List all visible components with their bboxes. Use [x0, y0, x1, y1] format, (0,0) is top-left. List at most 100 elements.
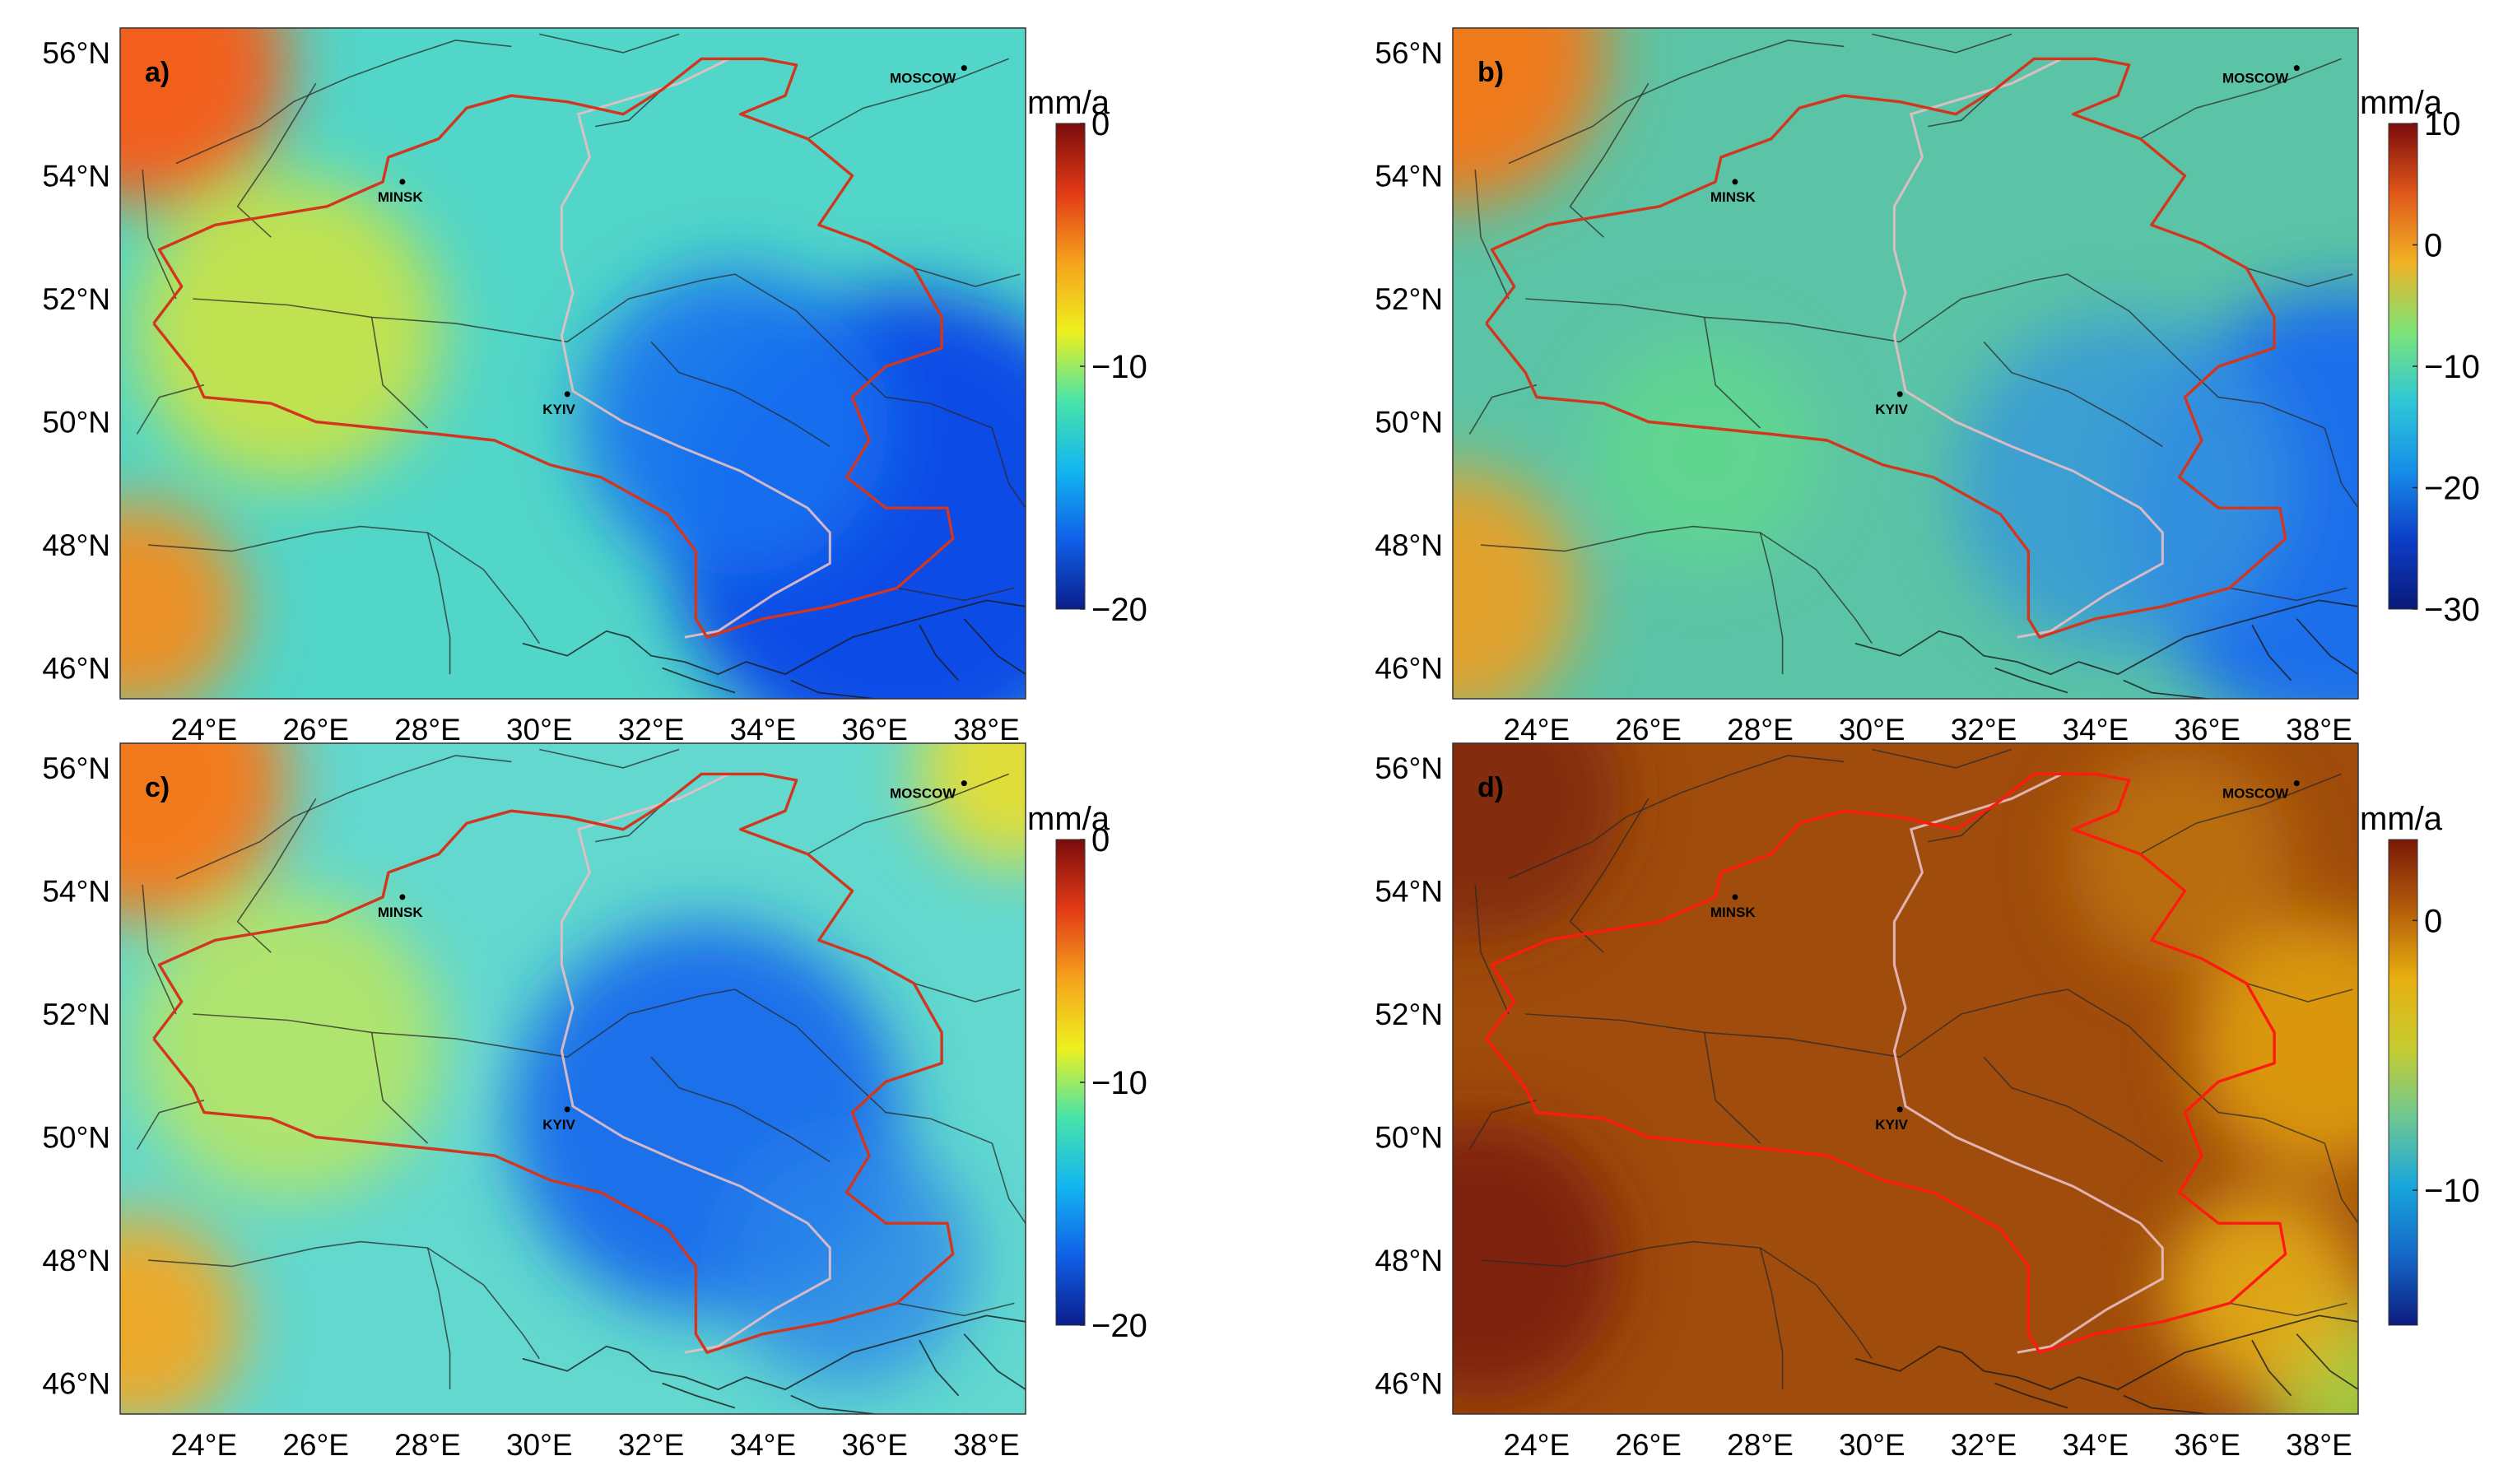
x-tick-label: 28°E: [394, 713, 461, 747]
x-tick-label: 36°E: [841, 1428, 908, 1462]
basin-boundary: [152, 57, 955, 639]
x-tick-label: 34°E: [730, 713, 797, 747]
city-marker: [564, 391, 570, 398]
colorbar-unit: mm/a: [2360, 85, 2443, 121]
panel-label: b): [1477, 57, 1504, 88]
panel-label: a): [145, 57, 170, 88]
coastline: [919, 1339, 960, 1397]
country-border: [991, 427, 1026, 509]
x-tick-label: 28°E: [1727, 713, 1794, 747]
city-label: MOSCOW: [2222, 786, 2289, 802]
country-border: [2245, 982, 2353, 1003]
basin-boundary: [152, 772, 955, 1354]
x-tick-label: 32°E: [1951, 1428, 2017, 1462]
city-label: KYIV: [1875, 1117, 1908, 1133]
panel-label: c): [145, 772, 170, 803]
y-tick-label: 46°N: [1375, 652, 1443, 686]
coastline: [2296, 618, 2358, 675]
y-tick-label: 56°N: [1375, 36, 1443, 70]
city-marker: [1732, 894, 1738, 900]
city-label: MOSCOW: [890, 71, 956, 86]
city-marker: [2293, 65, 2300, 72]
x-tick-label: 34°E: [730, 1428, 797, 1462]
colorbar-unit: mm/a: [1027, 801, 1110, 837]
x-tick-label: 36°E: [2174, 1428, 2240, 1462]
country-border: [193, 273, 736, 343]
coastline: [662, 667, 736, 694]
city-marker: [1896, 1106, 1903, 1113]
country-border: [147, 525, 540, 644]
y-tick-label: 48°N: [1375, 528, 1443, 562]
country-border: [2324, 427, 2358, 509]
colorbar-tick-label: −20: [1091, 1308, 1147, 1344]
y-tick-label: 54°N: [42, 874, 110, 908]
y-tick-label: 48°N: [42, 1244, 110, 1277]
x-tick-label: 38°E: [2286, 1428, 2352, 1462]
colorbar: mm/a0 −10 −20: [1027, 85, 1147, 628]
country-border: [1872, 33, 2012, 53]
country-border: [1468, 384, 1538, 435]
colorbar-tick-label: −10: [1091, 1065, 1147, 1101]
country-border: [370, 317, 429, 429]
y-tick-label: 54°N: [42, 159, 110, 193]
colorbar: mm/a 0 −10: [2360, 801, 2480, 1326]
river-line: [1892, 58, 2164, 639]
colorbar-tick-label: 10: [2424, 106, 2461, 142]
coastline: [522, 1314, 1026, 1391]
city-label: MINSK: [378, 905, 424, 920]
y-tick-label: 54°N: [1375, 159, 1443, 193]
x-tick-label: 30°E: [1839, 713, 1905, 747]
field-raster: [120, 28, 1026, 699]
x-tick-label: 24°E: [171, 1428, 238, 1462]
basin-boundary: [1485, 57, 2287, 639]
country-border: [1983, 1056, 2163, 1163]
city-label: MOSCOW: [2222, 71, 2289, 86]
country-border: [136, 1099, 205, 1150]
city-label: MINSK: [378, 189, 424, 205]
country-border: [236, 798, 317, 953]
field-blob: [2067, 748, 2292, 972]
y-tick-label: 56°N: [42, 751, 110, 785]
country-border: [1928, 89, 1996, 128]
city-label: KYIV: [542, 1117, 575, 1133]
y-tick-label: 52°N: [1375, 282, 1443, 316]
map-panel-b: b) MOSCOW MINSK KYIV 24°E 26°E 28°E 30°E 32°E 34°…: [1375, 27, 2480, 747]
river-line: [1892, 773, 2164, 1354]
y-tick-label: 56°N: [1375, 751, 1443, 785]
x-tick-label: 26°E: [282, 713, 349, 747]
y-tick-label: 48°N: [42, 528, 110, 562]
colorbar: mm/a10 0 −10 −20 −30: [2360, 85, 2480, 628]
country-border: [142, 884, 177, 1015]
colorbar-tick-label: −10: [2424, 1173, 2480, 1209]
country-border: [1508, 40, 1845, 165]
coastline: [2251, 624, 2292, 682]
field-blob: [120, 743, 288, 920]
field-blob: [133, 175, 442, 484]
country-border: [913, 267, 1021, 287]
country-border: [1480, 1240, 1873, 1360]
coastline: [2123, 679, 2208, 699]
field-raster: [1453, 743, 2358, 1414]
x-tick-label: 32°E: [1951, 713, 2017, 747]
field-blob: [133, 891, 442, 1199]
country-border: [1872, 748, 2012, 769]
y-tick-label: 52°N: [1375, 998, 1443, 1031]
x-tick-label: 30°E: [1839, 1428, 1905, 1462]
map-frame: [1452, 27, 2359, 700]
y-tick-label: 46°N: [1375, 1367, 1443, 1401]
country-border: [2229, 1302, 2347, 1317]
country-border: [2324, 1142, 2358, 1224]
field-blob: [120, 28, 288, 205]
x-tick-label: 28°E: [1727, 1428, 1794, 1462]
country-border: [896, 1302, 1015, 1317]
city-label: MINSK: [1710, 189, 1757, 205]
coastline: [790, 1394, 875, 1414]
colorbar-tick-label: 0: [2424, 228, 2442, 264]
country-border: [650, 341, 831, 448]
y-tick-label: 56°N: [42, 36, 110, 70]
country-border: [175, 755, 512, 880]
city-label: KYIV: [1875, 402, 1908, 417]
x-tick-label: 26°E: [282, 1428, 349, 1462]
colorbar-tick-label: −30: [2424, 592, 2480, 628]
coastline: [2296, 1333, 2358, 1390]
